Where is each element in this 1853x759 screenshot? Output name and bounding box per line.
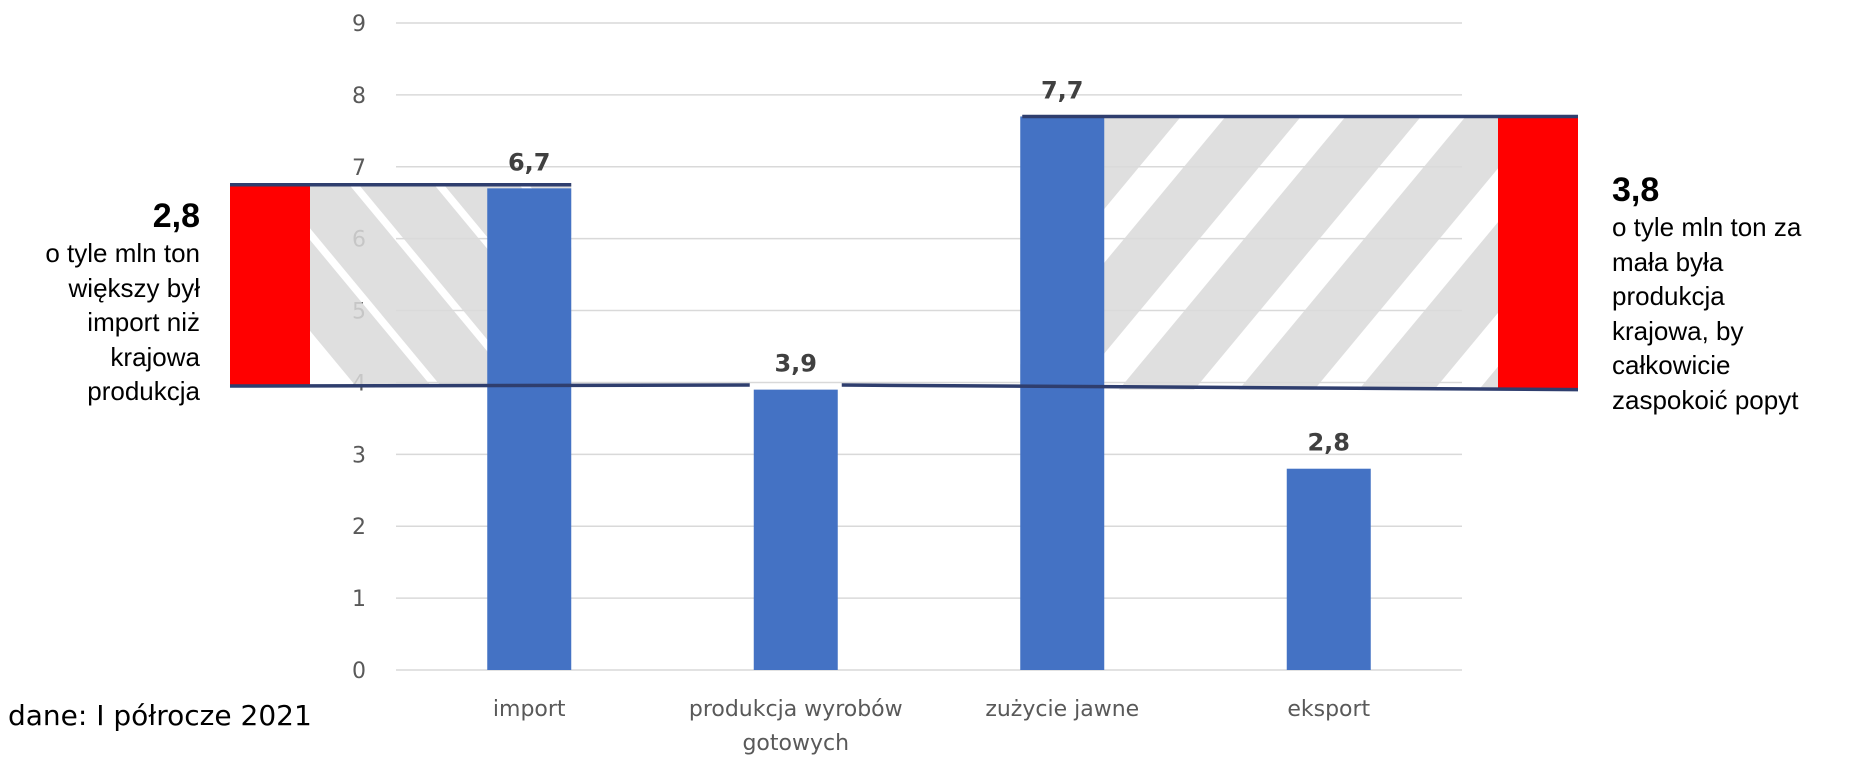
data-label: 7,7 (1041, 76, 1084, 104)
annotation-left-value: 2,8 (152, 197, 200, 235)
annotation-left-line: o tyle mln ton (45, 238, 200, 268)
bar-2 (753, 389, 838, 670)
annotation-left-line: krajowa (110, 341, 200, 372)
source-note: dane: I półrocze 2021 (8, 699, 312, 732)
reference-line-production (229, 383, 750, 388)
hatch-stripe (1117, 116, 1423, 390)
bar-3 (1020, 116, 1105, 670)
category-label: import (493, 697, 566, 722)
annotation-right-line: produkcja (1612, 281, 1725, 311)
annotation-right-line: o tyle mln ton za (1612, 212, 1802, 242)
data-label: 6,7 (508, 148, 551, 176)
y-tick-label: 2 (352, 515, 366, 540)
hatch-stripe (527, 184, 572, 387)
category-label: eksport (1287, 697, 1370, 722)
y-tick-label: 0 (352, 659, 366, 684)
bar-4 (1286, 468, 1371, 670)
hatch-stripe (1237, 116, 1543, 390)
category-label: produkcja wyrobów (689, 697, 903, 722)
annotation-left-line: większy był (68, 272, 200, 303)
y-tick-label: 1 (352, 587, 366, 612)
data-labels: 6,7 3,9 7,7 2,8 (508, 76, 1350, 456)
highlight-left (230, 184, 310, 387)
data-label: 2,8 (1307, 429, 1350, 457)
reference-lines (229, 114, 1579, 392)
highlight-right (1498, 116, 1578, 390)
annotation-right: 3,8 o tyle mln ton za mała była produkcj… (1612, 170, 1852, 417)
x-axis-categories: import produkcja wyrobów gotowych zużycie j… (493, 697, 1371, 756)
y-tick-label: 3 (352, 443, 366, 468)
annotation-right-line: całkowicie (1612, 350, 1731, 380)
y-tick-label: 8 (352, 84, 366, 109)
difference-highlights (230, 116, 1578, 390)
data-label: 3,9 (774, 350, 817, 378)
reference-line-production (841, 383, 1579, 392)
y-tick-label: 7 (352, 156, 366, 181)
bar-1 (487, 188, 572, 670)
annotation-left-line: import niż (87, 307, 200, 337)
gridlines (396, 22, 1462, 671)
annotation-right-line: zaspokoić popyt (1612, 384, 1799, 415)
annotation-right-line: mała była (1612, 246, 1724, 277)
y-tick-label: 9 (352, 12, 366, 37)
annotation-left: 2,8 o tyle mln ton większy był import ni… (0, 196, 200, 409)
annotation-right-value: 3,8 (1612, 171, 1660, 209)
annotation-right-line: krajowa, by (1612, 315, 1744, 346)
hatch-stripe (272, 184, 518, 387)
category-label: zużycie jawne (985, 697, 1139, 722)
category-label: gotowych (742, 731, 849, 756)
bars (487, 116, 1371, 670)
annotation-left-line: produkcja (87, 376, 200, 406)
